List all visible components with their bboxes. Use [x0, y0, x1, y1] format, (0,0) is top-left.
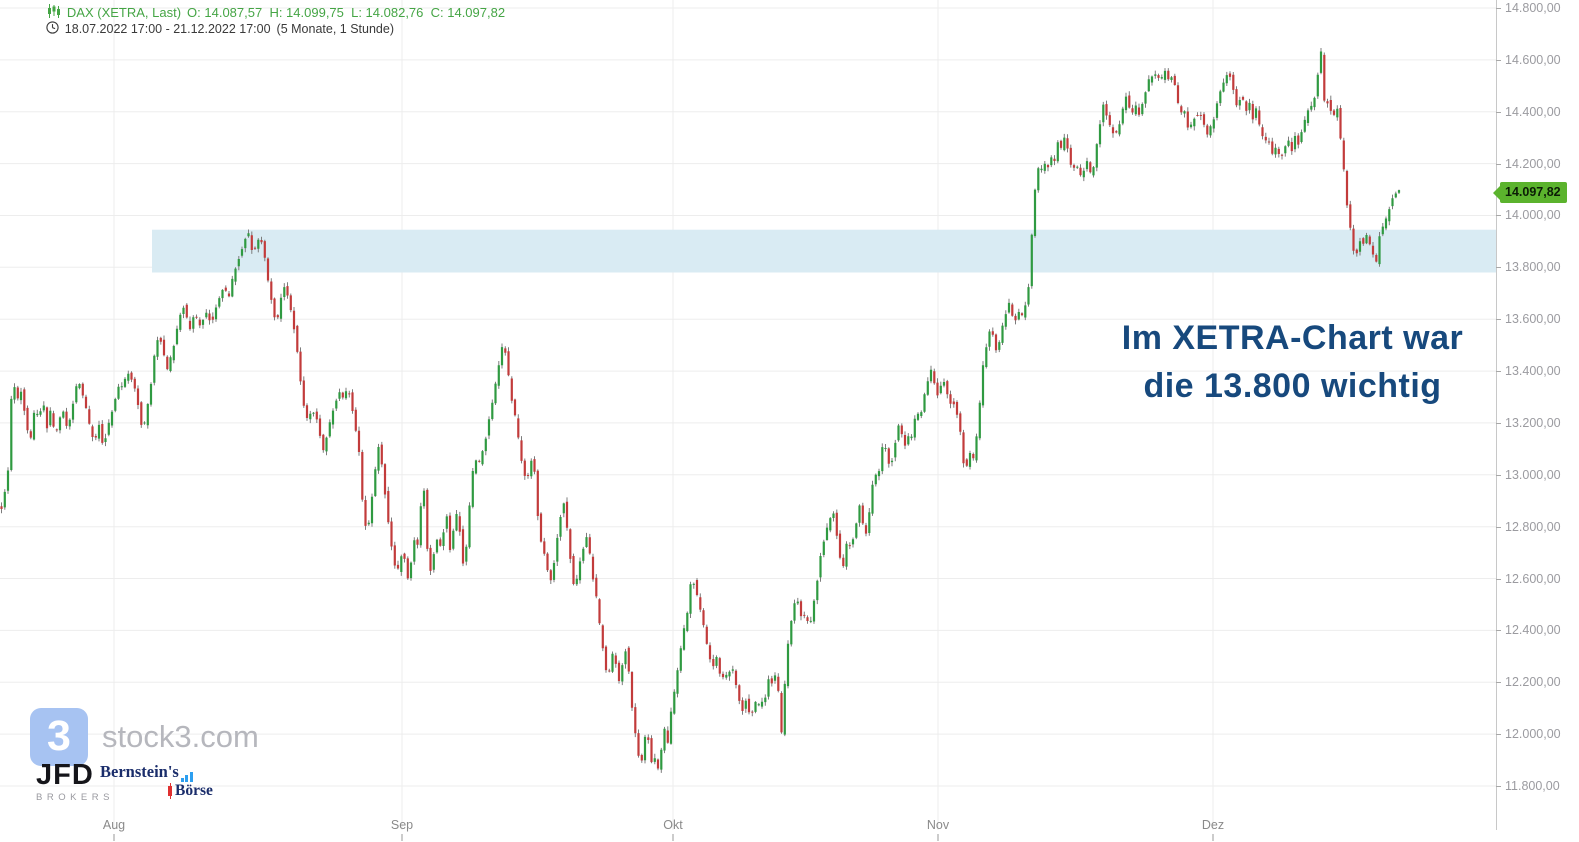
- clock-icon: [18, 7, 59, 51]
- price-chart-surface[interactable]: [0, 0, 1496, 842]
- price-axis-tick: [1496, 526, 1501, 528]
- price-axis-label: 14.600,00: [1505, 52, 1561, 67]
- time-axis-label: Sep: [390, 818, 414, 832]
- price-axis-label: 14.400,00: [1505, 104, 1561, 119]
- gridlines: [0, 0, 1496, 830]
- stock3-logo-icon: 3: [30, 708, 88, 766]
- candle-wicks: [1, 48, 1400, 773]
- price-axis[interactable]: 14.800,00 14.600,00 14.400,00 14.200,00 14.0…: [1496, 0, 1579, 842]
- price-axis-tick: [1496, 215, 1501, 217]
- jfd-brokers-logo: JFD BROKERS: [36, 760, 114, 803]
- price-axis-tick: [1496, 734, 1501, 736]
- price-axis-tick: [1496, 319, 1501, 321]
- price-axis-label: 12.600,00: [1505, 571, 1561, 586]
- price-axis-tick: [1496, 8, 1501, 9]
- price-axis-label: 12.200,00: [1505, 675, 1561, 690]
- price-axis-line: [1496, 0, 1497, 830]
- price-axis-tick: [1496, 682, 1501, 684]
- price-axis-tick: [1496, 59, 1501, 61]
- time-axis[interactable]: Aug Sep Okt Nov Dez: [0, 812, 1496, 842]
- price-axis-label: 13.600,00: [1505, 312, 1561, 327]
- time-axis-label: Nov: [926, 818, 950, 832]
- jfd-brokers-text: BROKERS: [36, 792, 114, 803]
- up-candle-bodies: [3, 51, 1401, 770]
- bernsteins-boerse-logo: Bernstein's Börse: [100, 762, 213, 800]
- price-axis-tick: [1496, 786, 1501, 787]
- time-axis-label: Dez: [1201, 818, 1225, 832]
- stock3-logo: 3 stock3.com: [30, 708, 259, 766]
- boerse-logo-text: Börse: [175, 782, 213, 799]
- price-axis-tick: [1496, 474, 1501, 476]
- annotation-line-1: Im XETRA-Chart war: [1121, 319, 1464, 357]
- price-axis-label: 13.200,00: [1505, 415, 1561, 430]
- price-axis-label: 12.800,00: [1505, 519, 1561, 534]
- last-price-badge: 14.097,82: [1493, 182, 1567, 203]
- price-axis-tick: [1496, 630, 1501, 632]
- annotation-line-2: die 13.800 wichtig: [1143, 367, 1442, 405]
- support-zone-13800: [152, 229, 1496, 273]
- price-axis-label: 12.000,00: [1505, 727, 1561, 742]
- price-axis-tick: [1496, 163, 1501, 165]
- time-axis-tick: [937, 834, 939, 841]
- time-range: 18.07.2022 17:00 - 21.12.2022 17:00: [64, 22, 271, 36]
- price-axis-tick: [1496, 578, 1501, 580]
- price-axis-tick: [1496, 111, 1501, 113]
- time-axis-label: Aug: [102, 818, 126, 832]
- ohlc-values: O: 14.087,57 H: 14.099,75 L: 14.082,76 C…: [187, 4, 506, 20]
- time-axis-tick: [113, 834, 115, 841]
- red-candle-icon: [168, 783, 172, 799]
- price-axis-label: 13.400,00: [1505, 364, 1561, 379]
- time-axis-tick: [1212, 834, 1214, 841]
- price-axis-tick: [1496, 371, 1501, 373]
- chart-annotation: Im XETRA-Chart war die 13.800 wichtig: [1095, 314, 1490, 410]
- price-axis-label: 14.000,00: [1505, 208, 1561, 223]
- interval-info: (5 Monate, 1 Stunde): [276, 22, 394, 36]
- price-axis-label: 13.800,00: [1505, 260, 1561, 275]
- price-axis-label: 14.200,00: [1505, 156, 1561, 171]
- candlestick-icon: [18, 0, 61, 36]
- instrument-legend: DAX (XETRA, Last) O: 14.087,57 H: 14.099…: [18, 3, 506, 37]
- instrument-name: DAX (XETRA, Last): [66, 4, 182, 20]
- price-axis-label: 11.800,00: [1505, 779, 1560, 793]
- time-axis-tick: [672, 834, 674, 841]
- price-axis-tick: [1496, 422, 1501, 424]
- price-axis-tick: [1496, 267, 1501, 269]
- down-candle-bodies: [0, 54, 1378, 769]
- price-axis-label: 13.000,00: [1505, 467, 1561, 482]
- candlestick-chart[interactable]: [0, 0, 1496, 842]
- bernstein-logo-text: Bernstein's: [100, 762, 179, 781]
- price-axis-label: 12.400,00: [1505, 623, 1561, 638]
- time-axis-label: Okt: [663, 818, 683, 832]
- price-axis-label: 14.800,00: [1505, 1, 1561, 15]
- jfd-logo-text: JFD: [36, 759, 94, 791]
- time-axis-tick: [401, 834, 403, 841]
- stock3-logo-text: stock3.com: [102, 719, 259, 754]
- bar-chart-icon: [180, 772, 193, 782]
